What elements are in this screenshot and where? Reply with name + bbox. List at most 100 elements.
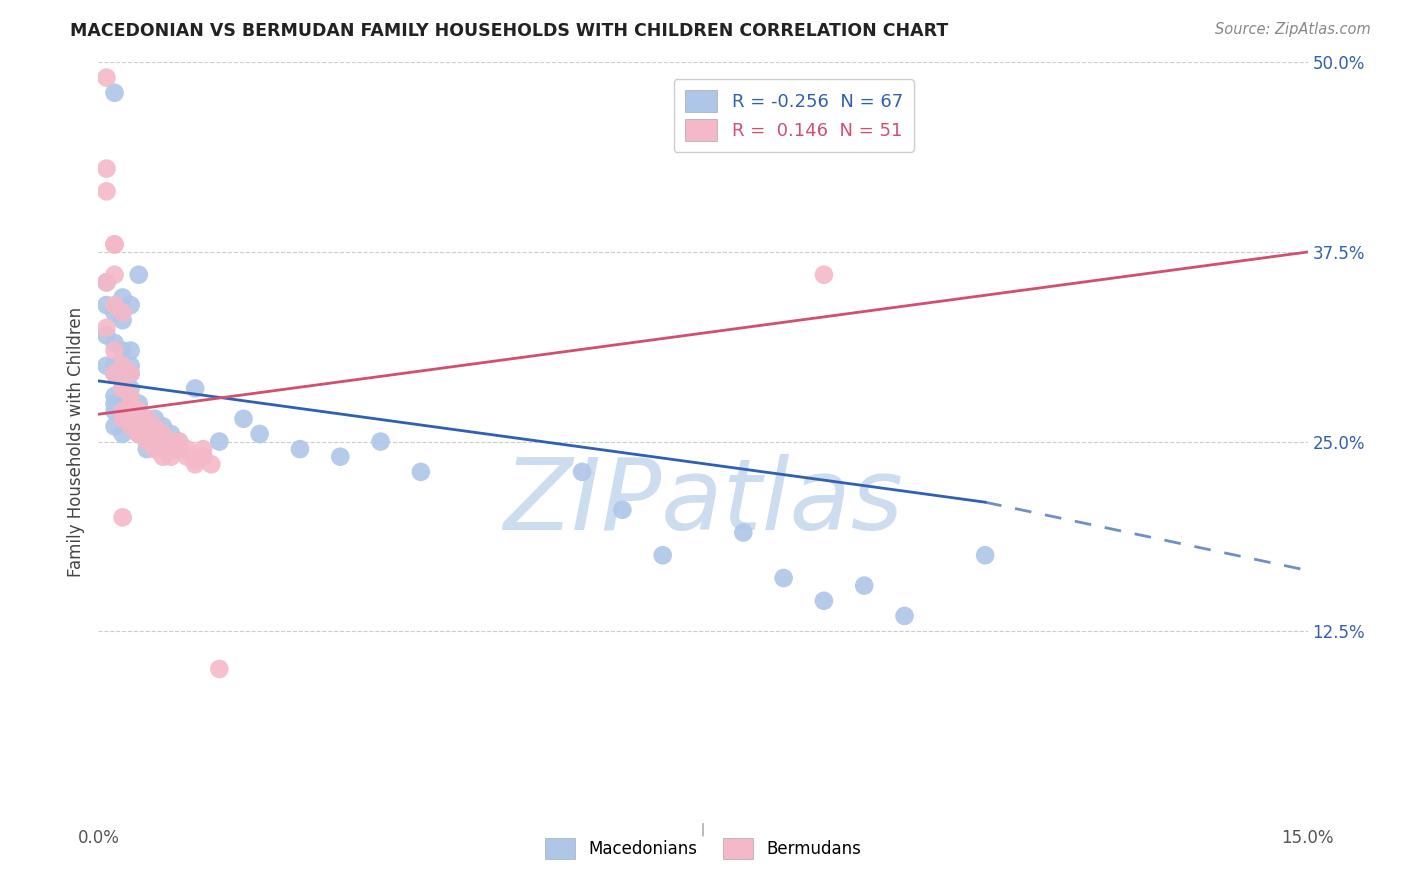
- Point: [128, 427, 150, 442]
- Point: [143, 412, 166, 426]
- Point: [288, 442, 311, 457]
- Point: [152, 434, 174, 449]
- Point: [143, 442, 166, 457]
- Point: [143, 427, 166, 442]
- Point: [733, 525, 755, 540]
- Point: [120, 298, 142, 312]
- Point: [111, 510, 134, 524]
- Point: [96, 359, 118, 373]
- Point: [111, 396, 134, 410]
- Point: [128, 419, 150, 434]
- Point: [135, 434, 157, 449]
- Point: [176, 450, 198, 464]
- Point: [176, 442, 198, 457]
- Point: [813, 594, 835, 608]
- Point: [103, 237, 125, 252]
- Point: [120, 419, 142, 434]
- Point: [103, 359, 125, 373]
- Point: [160, 450, 183, 464]
- Point: [200, 458, 222, 472]
- Point: [974, 548, 997, 563]
- Point: [135, 412, 157, 426]
- Point: [193, 450, 215, 464]
- Point: [152, 437, 174, 451]
- Point: [96, 320, 118, 334]
- Point: [111, 313, 134, 327]
- Point: [111, 382, 134, 396]
- Point: [772, 571, 794, 585]
- Point: [128, 268, 150, 282]
- Point: [120, 382, 142, 396]
- Point: [128, 427, 150, 442]
- Point: [103, 366, 125, 380]
- Point: [103, 419, 125, 434]
- Point: [651, 548, 673, 563]
- Point: [111, 305, 134, 319]
- Point: [128, 412, 150, 426]
- Point: [120, 359, 142, 373]
- Point: [111, 404, 134, 418]
- Point: [160, 434, 183, 449]
- Point: [135, 434, 157, 449]
- Point: [111, 382, 134, 396]
- Point: [103, 404, 125, 418]
- Point: [167, 434, 190, 449]
- Point: [184, 452, 207, 467]
- Point: [111, 412, 134, 426]
- Point: [152, 450, 174, 464]
- Point: [120, 343, 142, 358]
- Point: [160, 427, 183, 442]
- Point: [184, 458, 207, 472]
- Point: [103, 298, 125, 312]
- Point: [612, 503, 634, 517]
- Point: [96, 275, 118, 289]
- Point: [111, 389, 134, 403]
- Point: [128, 404, 150, 418]
- Point: [152, 427, 174, 442]
- Point: [143, 419, 166, 434]
- Point: [111, 374, 134, 388]
- Point: [96, 161, 118, 176]
- Point: [103, 366, 125, 380]
- Point: [208, 434, 231, 449]
- Point: [135, 427, 157, 442]
- Point: [103, 389, 125, 403]
- Legend: Macedonians, Bermudans: Macedonians, Bermudans: [538, 831, 868, 865]
- Point: [160, 442, 183, 457]
- Point: [103, 366, 125, 380]
- Point: [111, 382, 134, 396]
- Point: [249, 427, 271, 442]
- Point: [128, 412, 150, 426]
- Point: [813, 268, 835, 282]
- Point: [571, 465, 593, 479]
- Point: [120, 404, 142, 418]
- Point: [409, 465, 432, 479]
- Point: [893, 608, 915, 623]
- Text: MACEDONIAN VS BERMUDAN FAMILY HOUSEHOLDS WITH CHILDREN CORRELATION CHART: MACEDONIAN VS BERMUDAN FAMILY HOUSEHOLDS…: [70, 22, 949, 40]
- Point: [103, 343, 125, 358]
- Point: [111, 382, 134, 396]
- Point: [103, 335, 125, 350]
- Point: [853, 579, 876, 593]
- Point: [103, 86, 125, 100]
- Point: [120, 366, 142, 380]
- Point: [111, 427, 134, 442]
- Point: [96, 184, 118, 198]
- Point: [167, 442, 190, 457]
- Point: [96, 70, 118, 85]
- Point: [167, 442, 190, 457]
- Point: [103, 268, 125, 282]
- Point: [96, 328, 118, 343]
- Point: [120, 366, 142, 380]
- Point: [120, 419, 142, 434]
- Point: [143, 427, 166, 442]
- Y-axis label: Family Households with Children: Family Households with Children: [67, 307, 86, 576]
- Point: [232, 412, 254, 426]
- Point: [120, 396, 142, 410]
- Point: [120, 396, 142, 410]
- Point: [193, 442, 215, 457]
- Point: [167, 434, 190, 449]
- Point: [96, 275, 118, 289]
- Point: [370, 434, 392, 449]
- Point: [103, 237, 125, 252]
